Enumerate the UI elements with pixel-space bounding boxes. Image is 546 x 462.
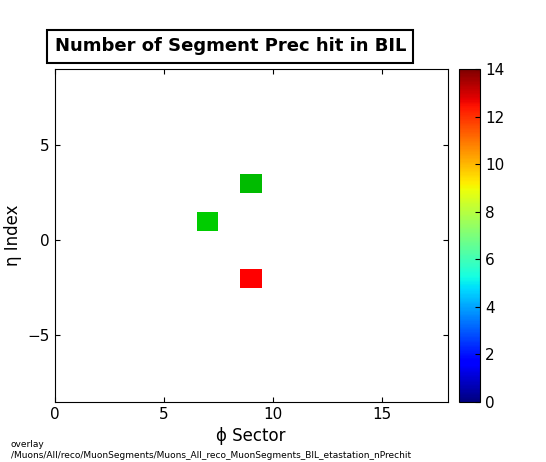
- Text: overlay
/Muons/All/reco/MuonSegments/Muons_All_reco_MuonSegments_BIL_etastation_: overlay /Muons/All/reco/MuonSegments/Muo…: [11, 440, 411, 460]
- Bar: [240, 174, 262, 193]
- Text: Number of Segment Prec hit in BIL: Number of Segment Prec hit in BIL: [55, 37, 406, 55]
- Bar: [197, 212, 218, 231]
- Y-axis label: η Index: η Index: [4, 205, 22, 267]
- X-axis label: ϕ Sector: ϕ Sector: [216, 427, 286, 445]
- Bar: [240, 269, 262, 288]
